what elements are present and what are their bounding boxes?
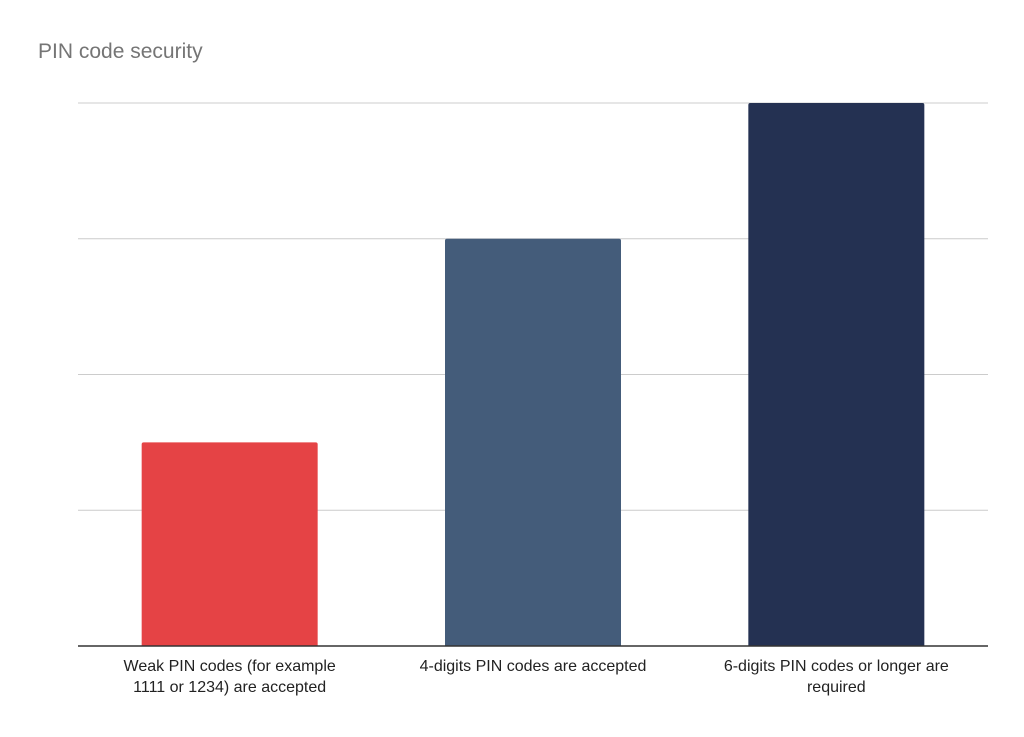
bars — [141, 103, 925, 646]
bar-1 — [141, 442, 318, 646]
x-tick-label-1: Weak PIN codes (for example 1111 or 1234… — [123, 658, 336, 696]
x-tick-label-3: 6-digits PIN codes or longer are require… — [723, 658, 949, 696]
bar-2 — [445, 238, 621, 646]
chart-title: PIN code security — [38, 40, 203, 63]
x-tick-label-2: 4-digits PIN codes are accepted — [419, 658, 647, 675]
bar-3 — [748, 103, 925, 646]
